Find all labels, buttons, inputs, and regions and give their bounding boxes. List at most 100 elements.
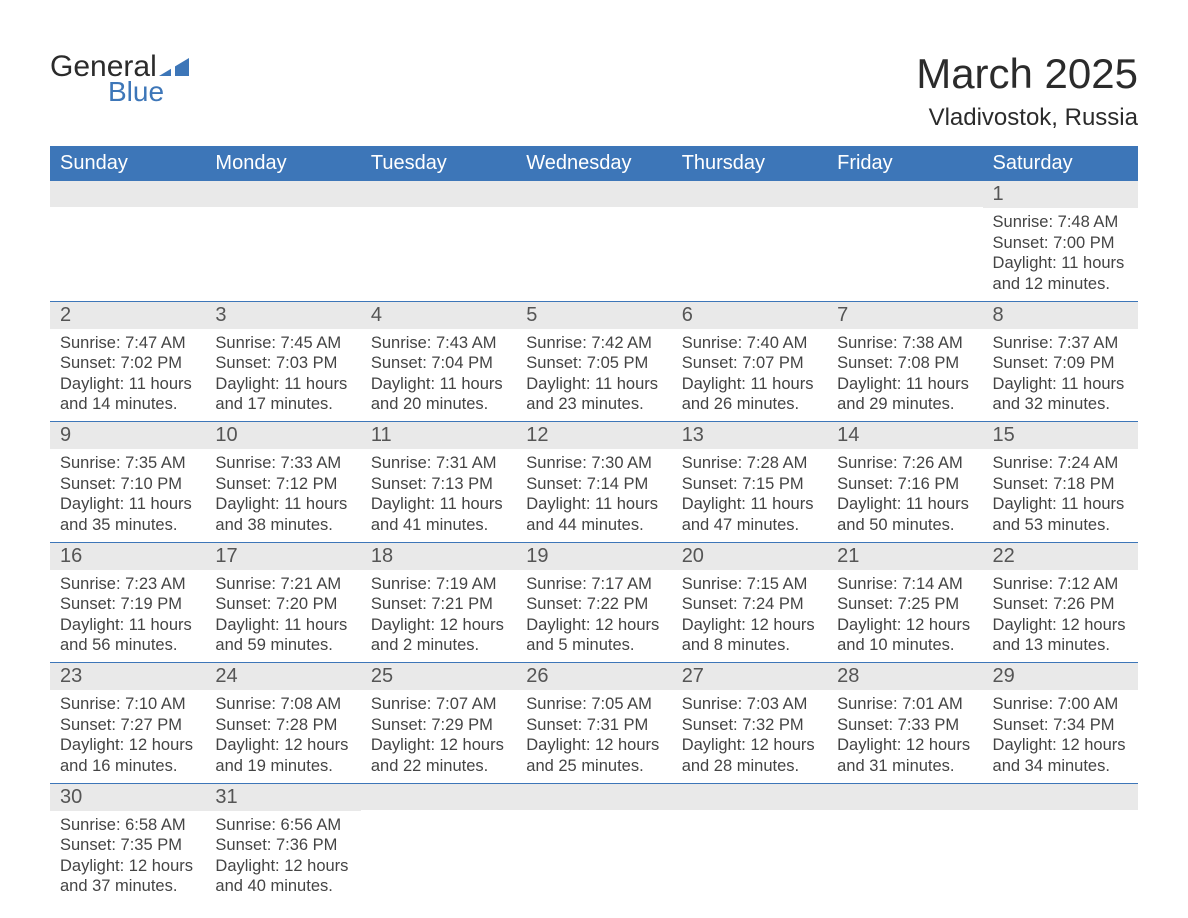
- calendar-cell: 6Sunrise: 7:40 AMSunset: 7:07 PMDaylight…: [672, 302, 827, 422]
- day-number: [827, 181, 982, 207]
- sunrise-line: Sunrise: 7:43 AM: [371, 333, 506, 354]
- daylight-line: Daylight: 11 hours and 44 minutes.: [526, 494, 661, 535]
- calendar: SundayMondayTuesdayWednesdayThursdayFrid…: [50, 146, 1138, 903]
- daylight-line: Daylight: 12 hours and 37 minutes.: [60, 856, 195, 897]
- sunset-line: Sunset: 7:12 PM: [215, 474, 350, 495]
- day-number: 7: [827, 302, 982, 329]
- day-number: 6: [672, 302, 827, 329]
- day-header: Monday: [205, 146, 360, 181]
- sunset-line: Sunset: 7:04 PM: [371, 353, 506, 374]
- cell-body: [516, 207, 671, 217]
- day-header: Friday: [827, 146, 982, 181]
- calendar-cell: 30Sunrise: 6:58 AMSunset: 7:35 PMDayligh…: [50, 784, 205, 904]
- calendar-cell: 23Sunrise: 7:10 AMSunset: 7:27 PMDayligh…: [50, 663, 205, 783]
- day-number: 4: [361, 302, 516, 329]
- day-number: 17: [205, 543, 360, 570]
- week-row: 16Sunrise: 7:23 AMSunset: 7:19 PMDayligh…: [50, 543, 1138, 664]
- day-number: 8: [983, 302, 1138, 329]
- sunrise-line: Sunrise: 7:15 AM: [682, 574, 817, 595]
- cell-body: Sunrise: 6:56 AMSunset: 7:36 PMDaylight:…: [205, 811, 360, 904]
- sunset-line: Sunset: 7:36 PM: [215, 835, 350, 856]
- sunset-line: Sunset: 7:31 PM: [526, 715, 661, 736]
- sunset-line: Sunset: 7:35 PM: [60, 835, 195, 856]
- sunrise-line: Sunrise: 7:35 AM: [60, 453, 195, 474]
- sunrise-line: Sunrise: 7:17 AM: [526, 574, 661, 595]
- cell-body: Sunrise: 7:21 AMSunset: 7:20 PMDaylight:…: [205, 570, 360, 663]
- day-number: [205, 181, 360, 207]
- header: General Blue March 2025 Vladivostok, Rus…: [50, 50, 1138, 132]
- day-number: 26: [516, 663, 671, 690]
- daylight-line: Daylight: 12 hours and 13 minutes.: [993, 615, 1128, 656]
- daylight-line: Daylight: 11 hours and 26 minutes.: [682, 374, 817, 415]
- sunrise-line: Sunrise: 7:03 AM: [682, 694, 817, 715]
- day-number: 20: [672, 543, 827, 570]
- sunset-line: Sunset: 7:08 PM: [837, 353, 972, 374]
- sunset-line: Sunset: 7:05 PM: [526, 353, 661, 374]
- day-number: [361, 181, 516, 207]
- sunset-line: Sunset: 7:02 PM: [60, 353, 195, 374]
- sunrise-line: Sunrise: 7:23 AM: [60, 574, 195, 595]
- calendar-cell: 8Sunrise: 7:37 AMSunset: 7:09 PMDaylight…: [983, 302, 1138, 422]
- cell-body: Sunrise: 7:42 AMSunset: 7:05 PMDaylight:…: [516, 329, 671, 422]
- calendar-cell: 25Sunrise: 7:07 AMSunset: 7:29 PMDayligh…: [361, 663, 516, 783]
- sunrise-line: Sunrise: 7:19 AM: [371, 574, 506, 595]
- cell-body: Sunrise: 7:10 AMSunset: 7:27 PMDaylight:…: [50, 690, 205, 783]
- sunset-line: Sunset: 7:15 PM: [682, 474, 817, 495]
- calendar-cell: 14Sunrise: 7:26 AMSunset: 7:16 PMDayligh…: [827, 422, 982, 542]
- calendar-cell: 12Sunrise: 7:30 AMSunset: 7:14 PMDayligh…: [516, 422, 671, 542]
- sunrise-line: Sunrise: 7:00 AM: [993, 694, 1128, 715]
- sunrise-line: Sunrise: 7:30 AM: [526, 453, 661, 474]
- sunset-line: Sunset: 7:34 PM: [993, 715, 1128, 736]
- sunset-line: Sunset: 7:21 PM: [371, 594, 506, 615]
- daylight-line: Daylight: 11 hours and 56 minutes.: [60, 615, 195, 656]
- daylight-line: Daylight: 11 hours and 17 minutes.: [215, 374, 350, 415]
- cell-body: [516, 810, 671, 820]
- cell-body: Sunrise: 7:24 AMSunset: 7:18 PMDaylight:…: [983, 449, 1138, 542]
- week-row: 30Sunrise: 6:58 AMSunset: 7:35 PMDayligh…: [50, 784, 1138, 904]
- day-number: 11: [361, 422, 516, 449]
- cell-body: Sunrise: 7:28 AMSunset: 7:15 PMDaylight:…: [672, 449, 827, 542]
- cell-body: Sunrise: 7:03 AMSunset: 7:32 PMDaylight:…: [672, 690, 827, 783]
- cell-body: [827, 810, 982, 820]
- sunset-line: Sunset: 7:22 PM: [526, 594, 661, 615]
- sunset-line: Sunset: 7:24 PM: [682, 594, 817, 615]
- cell-body: Sunrise: 7:08 AMSunset: 7:28 PMDaylight:…: [205, 690, 360, 783]
- calendar-cell: 26Sunrise: 7:05 AMSunset: 7:31 PMDayligh…: [516, 663, 671, 783]
- calendar-cell: 3Sunrise: 7:45 AMSunset: 7:03 PMDaylight…: [205, 302, 360, 422]
- calendar-cell: 1Sunrise: 7:48 AMSunset: 7:00 PMDaylight…: [983, 181, 1138, 301]
- day-number: 3: [205, 302, 360, 329]
- daylight-line: Daylight: 11 hours and 47 minutes.: [682, 494, 817, 535]
- calendar-cell: 15Sunrise: 7:24 AMSunset: 7:18 PMDayligh…: [983, 422, 1138, 542]
- calendar-cell: [50, 181, 205, 301]
- cell-body: Sunrise: 7:07 AMSunset: 7:29 PMDaylight:…: [361, 690, 516, 783]
- calendar-cell: 13Sunrise: 7:28 AMSunset: 7:15 PMDayligh…: [672, 422, 827, 542]
- sunrise-line: Sunrise: 6:56 AM: [215, 815, 350, 836]
- calendar-cell: 7Sunrise: 7:38 AMSunset: 7:08 PMDaylight…: [827, 302, 982, 422]
- calendar-cell: 10Sunrise: 7:33 AMSunset: 7:12 PMDayligh…: [205, 422, 360, 542]
- sunset-line: Sunset: 7:03 PM: [215, 353, 350, 374]
- sunrise-line: Sunrise: 7:47 AM: [60, 333, 195, 354]
- cell-body: Sunrise: 7:14 AMSunset: 7:25 PMDaylight:…: [827, 570, 982, 663]
- calendar-cell: [205, 181, 360, 301]
- page-title: March 2025: [916, 50, 1138, 98]
- daylight-line: Daylight: 12 hours and 40 minutes.: [215, 856, 350, 897]
- cell-body: Sunrise: 7:47 AMSunset: 7:02 PMDaylight:…: [50, 329, 205, 422]
- sunrise-line: Sunrise: 7:48 AM: [993, 212, 1128, 233]
- daylight-line: Daylight: 11 hours and 29 minutes.: [837, 374, 972, 415]
- calendar-cell: 2Sunrise: 7:47 AMSunset: 7:02 PMDaylight…: [50, 302, 205, 422]
- calendar-cell: [516, 784, 671, 904]
- cell-body: Sunrise: 7:45 AMSunset: 7:03 PMDaylight:…: [205, 329, 360, 422]
- daylight-line: Daylight: 12 hours and 2 minutes.: [371, 615, 506, 656]
- sunset-line: Sunset: 7:26 PM: [993, 594, 1128, 615]
- sunrise-line: Sunrise: 6:58 AM: [60, 815, 195, 836]
- sunset-line: Sunset: 7:18 PM: [993, 474, 1128, 495]
- sunset-line: Sunset: 7:27 PM: [60, 715, 195, 736]
- calendar-cell: 19Sunrise: 7:17 AMSunset: 7:22 PMDayligh…: [516, 543, 671, 663]
- day-number: 16: [50, 543, 205, 570]
- day-number: 31: [205, 784, 360, 811]
- sunset-line: Sunset: 7:16 PM: [837, 474, 972, 495]
- sunset-line: Sunset: 7:32 PM: [682, 715, 817, 736]
- sunrise-line: Sunrise: 7:45 AM: [215, 333, 350, 354]
- sunset-line: Sunset: 7:20 PM: [215, 594, 350, 615]
- sunrise-line: Sunrise: 7:37 AM: [993, 333, 1128, 354]
